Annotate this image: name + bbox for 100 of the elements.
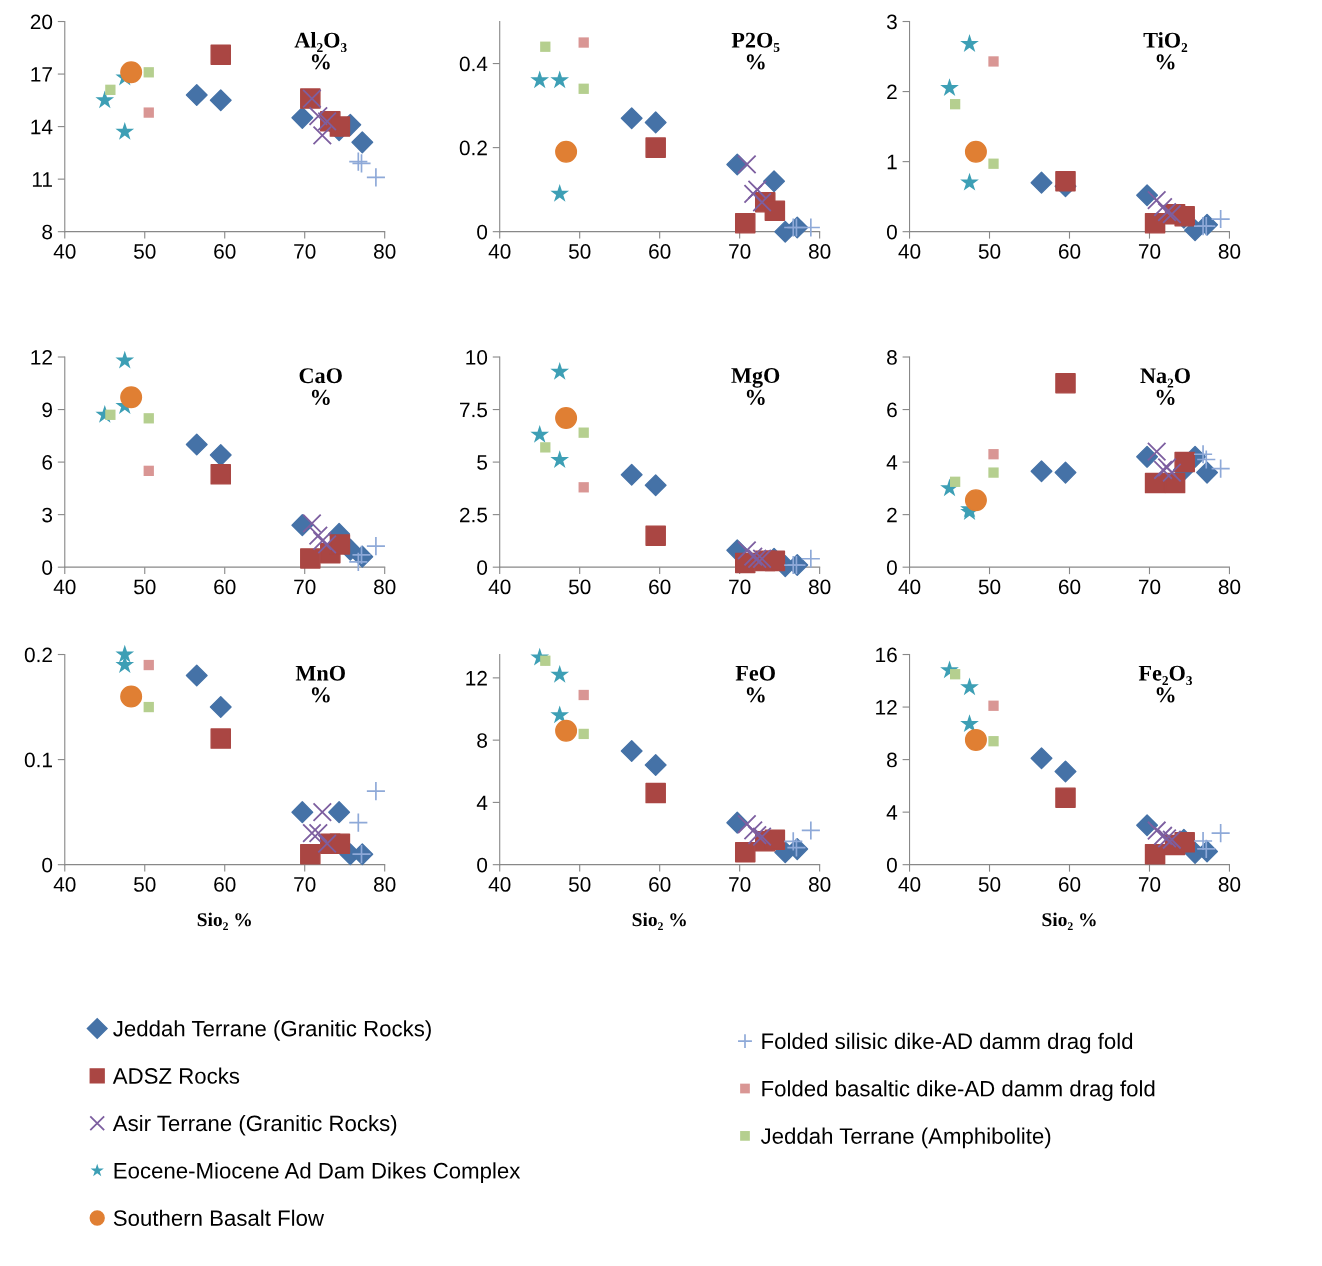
y-tick-label: 0 [477,857,488,873]
y-tick-label: 17 [31,67,52,82]
text: FeO % [735,665,775,703]
text: Al₂O₃ % [294,32,347,70]
y-tick-label: 12 [466,670,487,686]
x-tick-label: 80 [374,877,396,892]
x-tick-label: 50 [568,244,591,259]
point [115,350,135,369]
point [644,474,667,497]
x-tick-label: 70 [729,579,751,595]
point [620,107,643,130]
legend-label: Jeddah Terrane (Amphibolite) [760,1127,1051,1149]
point [620,740,643,763]
point [988,467,999,478]
x-tick-label: 60 [214,579,236,595]
point [185,84,208,107]
x-axis-title: Sio₂ % [1042,912,1096,930]
point [550,705,570,724]
point [737,540,757,561]
legend-label: Jeddah Terrane (Granitic Rocks) [113,1020,431,1041]
y-tick-label: 7.5 [460,402,488,418]
point [783,831,804,852]
point [1146,190,1167,210]
point [645,137,666,158]
point [143,465,154,476]
point [1054,760,1077,783]
text: Fe₂O₃ % [1138,665,1193,703]
point [645,782,666,804]
legend-label: Folded basaltic dike-AD damm drag fold [762,1080,1155,1101]
x-tick-label: 70 [294,877,316,892]
point [1144,843,1166,865]
y-tick-label: 0.2 [24,647,52,663]
point [1193,444,1213,465]
point [105,409,116,420]
x-tick-label: 60 [649,877,671,892]
point [1030,171,1053,194]
point [348,552,369,572]
x-tick-label: 60 [214,877,236,892]
legend-label: Southern Basalt Flow [113,1209,325,1226]
point [209,89,232,112]
y-tick-label: 2 [887,507,897,523]
point [555,719,578,742]
x-tick-label: 70 [1138,877,1161,892]
text: CaO % [299,368,342,405]
point [366,781,386,802]
y-tick-label: 16 [876,647,897,663]
point [737,814,757,834]
x-tick-label: 80 [1218,244,1241,259]
x-tick-label: 80 [808,579,831,595]
text: Na₂O % [1140,368,1190,405]
x-tick-label: 40 [488,579,511,595]
y-tick-label: 6 [887,402,897,418]
y-tick-label: 0 [886,857,897,873]
point [949,99,961,110]
point [143,67,154,78]
x-tick-label: 60 [649,579,671,595]
point [550,664,570,683]
point [578,728,589,740]
x-tick-label: 40 [898,244,921,259]
point [120,685,143,708]
x-tick-label: 70 [1138,579,1161,595]
point [1055,170,1076,192]
point [329,534,351,555]
point [743,820,763,841]
point [209,444,232,467]
point [800,548,821,569]
legend-label: Eocene-Miocene Ad Dam Dikes Complex [114,1162,521,1183]
point [1144,213,1166,234]
point [964,489,987,512]
point [1162,462,1182,483]
x-tick-label: 40 [898,877,921,892]
point [964,728,987,751]
point [1055,373,1076,394]
x-tick-label: 50 [568,877,591,892]
y-tick-label: 3 [42,507,53,523]
y-tick-label: 6 [42,455,53,470]
y-tick-label: 12 [876,700,897,715]
x-tick-label: 70 [729,877,751,892]
point [540,442,551,453]
point [555,140,578,163]
point [209,696,232,719]
y-tick-label: 0 [886,224,897,240]
point [960,172,979,191]
point [300,548,321,569]
point [540,655,551,666]
point [95,90,115,109]
text: MnO % [295,665,345,703]
y-tick-label: 0 [886,560,897,575]
point [555,406,578,429]
point [737,154,757,175]
point [308,106,329,126]
x-tick-label: 70 [1138,244,1161,259]
x-axis-title: Sio₂ % [197,912,251,930]
point [105,84,116,95]
point [1146,820,1167,841]
point [210,728,232,749]
y-tick-label: 10 [466,350,488,365]
y-tick-label: 4 [886,805,898,820]
y-tick-label: 1 [887,154,897,170]
point [988,56,999,67]
